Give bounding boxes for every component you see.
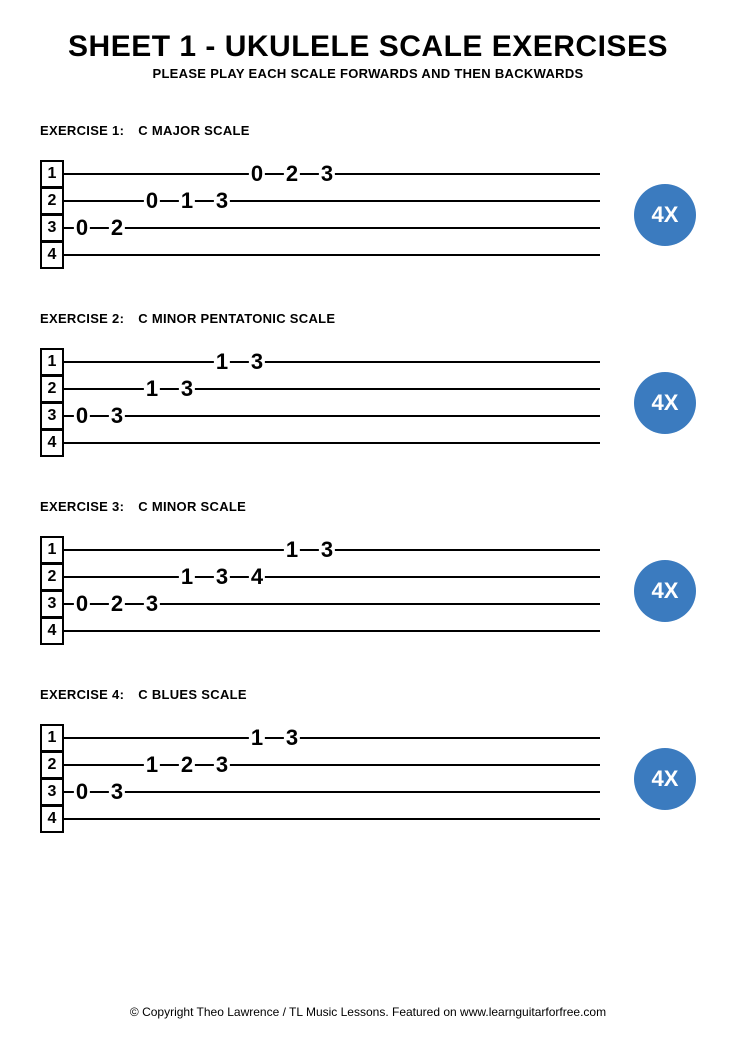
tab-row: 1234023134134X bbox=[40, 536, 696, 645]
fret-number: 1 bbox=[214, 351, 230, 373]
string-line bbox=[40, 254, 600, 256]
fret-number: 3 bbox=[249, 351, 265, 373]
fret-number: 1 bbox=[179, 566, 195, 588]
fret-number: 2 bbox=[109, 217, 125, 239]
string-number-box: 2 bbox=[40, 375, 64, 403]
string-number-box: 2 bbox=[40, 187, 64, 215]
string-number-box: 3 bbox=[40, 402, 64, 430]
fret-number: 1 bbox=[144, 378, 160, 400]
exercise-prefix: EXERCISE 2: bbox=[40, 311, 124, 326]
fret-number: 0 bbox=[74, 217, 90, 239]
exercise-title: EXERCISE 4: C BLUES SCALE bbox=[40, 687, 696, 702]
fret-number: 2 bbox=[179, 754, 195, 776]
string-line bbox=[40, 388, 600, 390]
fret-number: 2 bbox=[109, 593, 125, 615]
string-number-box: 1 bbox=[40, 348, 64, 376]
fret-number: 3 bbox=[284, 727, 300, 749]
string-number-box: 2 bbox=[40, 751, 64, 779]
string-number-box: 4 bbox=[40, 241, 64, 269]
fret-number: 0 bbox=[74, 593, 90, 615]
exercise-title: EXERCISE 1: C MAJOR SCALE bbox=[40, 123, 696, 138]
tab-row: 1234020130234X bbox=[40, 160, 696, 269]
fret-number: 3 bbox=[319, 539, 335, 561]
exercise-block: EXERCISE 4:C BLUES SCALE123403123134X bbox=[40, 687, 696, 833]
fret-number: 1 bbox=[179, 190, 195, 212]
fret-number: 0 bbox=[74, 781, 90, 803]
exercise-name: C BLUES SCALE bbox=[138, 687, 247, 702]
string-line bbox=[40, 630, 600, 632]
string-number-box: 1 bbox=[40, 724, 64, 752]
exercise-prefix: EXERCISE 1: bbox=[40, 123, 124, 138]
fret-number: 3 bbox=[144, 593, 160, 615]
fret-number: 0 bbox=[74, 405, 90, 427]
string-line bbox=[40, 200, 600, 202]
string-line bbox=[40, 737, 600, 739]
fret-number: 3 bbox=[109, 405, 125, 427]
page-subtitle: PLEASE PLAY EACH SCALE FORWARDS AND THEN… bbox=[40, 66, 696, 81]
string-line bbox=[40, 576, 600, 578]
fret-number: 3 bbox=[214, 190, 230, 212]
tab-diagram: 1234031313 bbox=[40, 348, 600, 457]
fret-number: 2 bbox=[284, 163, 300, 185]
exercise-name: C MAJOR SCALE bbox=[138, 123, 250, 138]
repeat-badge: 4X bbox=[634, 184, 696, 246]
exercise-title: EXERCISE 2: C MINOR PENTATONIC SCALE bbox=[40, 311, 696, 326]
exercise-block: EXERCISE 3:C MINOR SCALE1234023134134X bbox=[40, 499, 696, 645]
string-line bbox=[40, 764, 600, 766]
exercise-name: C MINOR PENTATONIC SCALE bbox=[138, 311, 335, 326]
page-title: SHEET 1 - UKULELE SCALE EXERCISES bbox=[40, 30, 696, 64]
string-number-box: 4 bbox=[40, 617, 64, 645]
string-line bbox=[40, 361, 600, 363]
exercise-title: EXERCISE 3: C MINOR SCALE bbox=[40, 499, 696, 514]
fret-number: 3 bbox=[179, 378, 195, 400]
string-number-box: 3 bbox=[40, 590, 64, 618]
tab-row: 123403123134X bbox=[40, 724, 696, 833]
string-number-box: 4 bbox=[40, 429, 64, 457]
exercise-block: EXERCISE 1:C MAJOR SCALE1234020130234X bbox=[40, 123, 696, 269]
fret-number: 3 bbox=[214, 754, 230, 776]
string-line bbox=[40, 442, 600, 444]
string-number-box: 1 bbox=[40, 160, 64, 188]
string-number-box: 4 bbox=[40, 805, 64, 833]
tab-diagram: 123402313413 bbox=[40, 536, 600, 645]
exercise-prefix: EXERCISE 4: bbox=[40, 687, 124, 702]
exercise-block: EXERCISE 2:C MINOR PENTATONIC SCALE12340… bbox=[40, 311, 696, 457]
tab-diagram: 12340312313 bbox=[40, 724, 600, 833]
string-line bbox=[40, 818, 600, 820]
repeat-badge: 4X bbox=[634, 560, 696, 622]
tab-diagram: 123402013023 bbox=[40, 160, 600, 269]
fret-number: 0 bbox=[249, 163, 265, 185]
fret-number: 1 bbox=[249, 727, 265, 749]
fret-number: 1 bbox=[144, 754, 160, 776]
exercise-name: C MINOR SCALE bbox=[138, 499, 246, 514]
string-number-box: 1 bbox=[40, 536, 64, 564]
string-number-box: 3 bbox=[40, 214, 64, 242]
tab-row: 12340313134X bbox=[40, 348, 696, 457]
repeat-badge: 4X bbox=[634, 748, 696, 810]
fret-number: 1 bbox=[284, 539, 300, 561]
repeat-badge: 4X bbox=[634, 372, 696, 434]
exercise-prefix: EXERCISE 3: bbox=[40, 499, 124, 514]
string-number-box: 2 bbox=[40, 563, 64, 591]
fret-number: 3 bbox=[109, 781, 125, 803]
fret-number: 4 bbox=[249, 566, 265, 588]
fret-number: 3 bbox=[319, 163, 335, 185]
string-number-box: 3 bbox=[40, 778, 64, 806]
fret-number: 3 bbox=[214, 566, 230, 588]
fret-number: 0 bbox=[144, 190, 160, 212]
copyright-footer: © Copyright Theo Lawrence / TL Music Les… bbox=[0, 1005, 736, 1019]
